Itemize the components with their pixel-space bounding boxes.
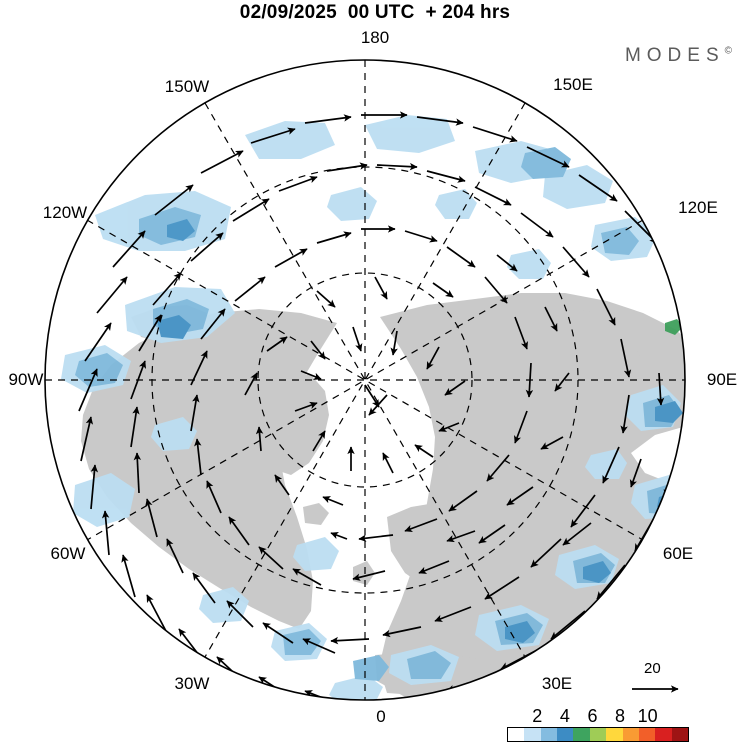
globe-outline	[44, 59, 686, 701]
wind-vector-scale-legend: 20	[630, 660, 720, 700]
longitude-label-60e: 60E	[662, 544, 694, 563]
colorbar-cell-0	[508, 728, 525, 741]
meridian-150w-30e	[204, 102, 526, 658]
land-far-east	[631, 313, 683, 371]
colorbar-cell-2	[540, 728, 558, 741]
colorbar-cell-6	[606, 728, 623, 741]
colorbar-cell-9	[655, 728, 672, 741]
longitude-label-90e: 90E	[706, 370, 738, 389]
colorbar-tick-labels: 2 4 6 8 10	[507, 706, 689, 726]
land-siberia-coast	[455, 305, 625, 347]
wind-scale-value: 20	[644, 660, 661, 677]
precip-green	[665, 319, 683, 335]
colorbar-gradient	[507, 727, 689, 742]
page-title: 02/09/2025 00 UTC + 204 hrs	[239, 2, 511, 23]
colorbar-tick-10: 10	[637, 706, 658, 726]
longitude-label-0: 0	[376, 707, 386, 726]
colorbar-cell-8	[638, 728, 656, 741]
longitude-label-120e: 120E	[678, 198, 718, 217]
colorbar-cell-5	[589, 728, 607, 741]
colorbar-cell-10	[671, 728, 688, 741]
colorbar-legend: 2 4 6 8 10	[507, 706, 689, 744]
longitude-label-30e: 30E	[541, 674, 573, 693]
meridian-120e-60w	[86, 219, 644, 541]
longitude-label-60w: 60W	[50, 544, 86, 563]
colorbar-cell-7	[622, 728, 639, 741]
colorbar-cell-4	[573, 728, 590, 741]
longitude-label-30w: 30W	[174, 674, 210, 693]
colorbar-tick-8: 8	[615, 706, 626, 726]
brand-name: MODES	[624, 45, 725, 66]
wind-scale-arrow-icon	[632, 685, 679, 693]
colorbar-tick-6: 6	[587, 706, 598, 726]
longitude-label-150e: 150E	[553, 75, 593, 94]
longitude-label-150w: 150W	[164, 77, 210, 96]
longitude-label-120w: 120W	[42, 203, 88, 222]
modes-logo: MODES©	[625, 45, 732, 67]
polar-map: 180 150E 120E 90E 60E 30E 0 30W 60W 90W 120W 150W	[9, 28, 738, 726]
latitude-circle-60	[257, 272, 473, 488]
land-iceland	[303, 503, 329, 525]
colorbar-tick-4: 4	[559, 706, 570, 726]
land-greenland	[261, 373, 329, 475]
meridian-150e-30w	[204, 102, 526, 658]
colorbar-tick-2: 2	[532, 706, 543, 726]
copyright-mark: ©	[724, 45, 732, 57]
land-arctic-island-a	[227, 349, 263, 377]
colorbar-cell-1	[524, 728, 541, 741]
map-canvas	[44, 59, 686, 701]
longitude-label-180: 180	[360, 28, 390, 47]
wind-vector-layer	[78, 111, 685, 700]
colorbar-cell-3	[557, 728, 574, 741]
land-europe	[387, 503, 481, 589]
longitude-label-90w: 90W	[8, 370, 44, 389]
